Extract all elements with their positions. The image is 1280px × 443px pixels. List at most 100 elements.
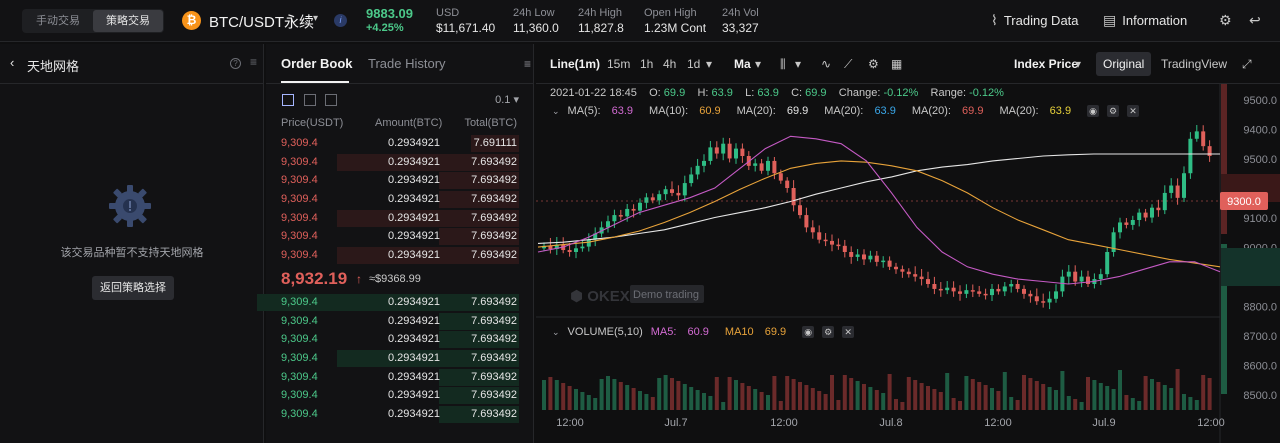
indicator-select[interactable]: Ma <box>734 57 751 71</box>
candle <box>830 240 834 245</box>
bid-row[interactable]: 9,309.4 0.2934921 7.693492 <box>266 349 533 368</box>
trading-data-label: Trading Data <box>1003 13 1079 28</box>
tab-order-book[interactable]: Order Book <box>281 56 353 71</box>
bid-row[interactable]: 9,309.4 0.2934921 7.693492 <box>257 293 533 312</box>
chevron-left-icon[interactable]: ‹ <box>10 55 15 70</box>
ohlc-high-value: 63.9 <box>711 87 733 99</box>
candle <box>638 202 642 211</box>
mode-strategy-trading[interactable]: 策略交易 <box>93 10 163 32</box>
settings-icon[interactable]: ⚙ <box>1107 105 1120 117</box>
bid-row[interactable]: 9,309.4 0.2934921 7.693492 <box>266 312 533 331</box>
close-icon[interactable]: ✕ <box>1127 105 1140 117</box>
interval-line-1m[interactable]: Line(1m) <box>550 57 601 71</box>
interval-15m[interactable]: 15m <box>607 57 631 71</box>
settings-gear-icon[interactable]: ⚙ <box>1219 12 1232 28</box>
candle <box>868 255 873 260</box>
ask-row[interactable]: 9,309.4 0.2934921 7.693492 <box>266 227 533 246</box>
view-asks-icon[interactable] <box>325 94 337 106</box>
candle <box>823 239 828 242</box>
pair-selector[interactable]: BTC/USDT永续 <box>209 14 315 31</box>
interval-1d[interactable]: 1d <box>687 57 701 71</box>
view-original-button[interactable]: Original <box>1096 52 1152 76</box>
candle-type-icon[interactable]: ⫼ <box>780 57 786 71</box>
candle <box>1086 276 1090 284</box>
bid-row[interactable]: 9,309.4 0.2934921 7.693492 <box>266 405 533 424</box>
chevron-down-icon[interactable]: ▾ <box>1075 57 1082 71</box>
mode-manual-trading[interactable]: 手动交易 <box>36 15 80 27</box>
price-step-select[interactable]: 0.1 ▾ <box>495 94 519 106</box>
bid-row[interactable]: 9,309.4 0.2934921 7.693492 <box>266 386 533 405</box>
candle <box>593 233 598 240</box>
back-arrow-icon[interactable]: ↩ <box>1249 12 1261 28</box>
ask-row[interactable]: 9,309.4 0.2934921 7.691111 <box>266 134 533 153</box>
eye-icon[interactable]: ◉ <box>1087 105 1100 117</box>
collapse-icon[interactable]: ⌄ <box>552 105 560 116</box>
depth-bar <box>470 135 519 152</box>
information-link[interactable]: ▤ Information <box>1103 12 1187 29</box>
last-trade-price: 8,932.19 <box>281 268 348 288</box>
back-to-strategy-button[interactable]: 返回策略选择 <box>92 276 174 300</box>
volume-bar <box>785 376 790 410</box>
stat-24h-high: 24h High 11,827.8 <box>578 7 624 36</box>
volume-bar <box>932 389 937 410</box>
ask-row[interactable]: 9,309.4 0.2934921 7.693492 <box>266 209 533 228</box>
grid-icon[interactable]: ▦ <box>891 57 903 71</box>
volume-bar <box>983 385 988 410</box>
chevron-down-icon[interactable]: ▾ <box>313 13 319 24</box>
candle <box>702 160 706 166</box>
view-both-icon[interactable] <box>282 94 294 106</box>
menu-icon[interactable]: ≡ <box>524 57 532 71</box>
ask-total: 7.693492 <box>471 230 517 243</box>
bid-row[interactable]: 9,309.4 0.2934921 7.693492 <box>266 330 533 349</box>
ruler-icon[interactable]: ⟋ <box>844 57 853 71</box>
bid-amount: 0.2934921 <box>388 407 440 420</box>
demo-label: Demo trading <box>633 289 699 301</box>
ma-value: 63.9 <box>874 105 896 117</box>
wave-icon[interactable]: ∿ <box>821 57 832 71</box>
volume-bar <box>1156 382 1161 410</box>
trading-data-link[interactable]: ⌇ Trading Data <box>991 12 1079 29</box>
info-icon[interactable]: i <box>334 14 347 27</box>
time-tick: Jul.9 <box>1092 417 1115 429</box>
candle <box>932 284 937 289</box>
eye-icon[interactable]: ◉ <box>802 326 815 338</box>
help-icon[interactable]: ? <box>230 58 241 69</box>
ask-row[interactable]: 9,309.4 0.2934921 7.693492 <box>266 246 533 265</box>
interval-1h[interactable]: 1h <box>640 57 654 71</box>
fullscreen-icon[interactable]: ⤢ <box>1242 57 1252 71</box>
ma-white-line <box>537 153 1220 244</box>
indicator-dropdown-icon[interactable]: ▾ <box>755 57 762 71</box>
bid-amount: 0.2934921 <box>388 295 440 308</box>
view-bids-icon[interactable] <box>304 94 316 106</box>
interval-4h[interactable]: 4h <box>663 57 677 71</box>
ask-row[interactable]: 9,309.4 0.2934921 7.693492 <box>266 171 533 190</box>
candle <box>1143 212 1148 218</box>
menu-icon[interactable]: ≡ <box>250 55 258 69</box>
close-icon[interactable]: ✕ <box>842 326 855 338</box>
arrow-up-icon: ↑ <box>356 271 362 286</box>
view-tradingview-button[interactable]: TradingView <box>1161 57 1228 71</box>
chart-panel: Line(1m) 15m 1h 4h 1d ▾ Ma ▾ ⫼ ▾ ∿ ⟋ ⚙ ▦… <box>536 44 1280 443</box>
bid-row[interactable]: 9,309.4 0.2934921 7.693492 <box>266 368 533 387</box>
ask-row[interactable]: 9,309.4 0.2934921 7.693492 <box>266 190 533 209</box>
volume-bar <box>1182 394 1186 410</box>
settings-icon[interactable]: ⚙ <box>822 326 835 338</box>
price-type-select[interactable]: Index Price <box>1014 57 1079 71</box>
price-tick: 8800.0 <box>1243 302 1277 314</box>
stat-label: 24h Vol <box>722 7 759 19</box>
ask-row[interactable]: 9,309.4 0.2934921 7.693492 <box>266 153 533 172</box>
tab-trade-history[interactable]: Trade History <box>368 56 446 71</box>
candle <box>567 250 572 252</box>
bid-price: 9,309.4 <box>281 314 318 327</box>
candle <box>657 194 662 201</box>
interval-dropdown-icon[interactable]: ▾ <box>706 57 713 71</box>
bid-amount: 0.2934921 <box>388 389 440 402</box>
ohlc-low-label: L: <box>745 87 755 99</box>
collapse-icon[interactable]: ⌄ <box>552 326 560 337</box>
price-tick: 9400.0 <box>1243 125 1277 137</box>
volume-bar <box>1130 398 1135 410</box>
chevron-down-icon[interactable]: ▾ <box>795 57 802 71</box>
volume-bar <box>580 392 585 410</box>
settings-icon[interactable]: ⚙ <box>868 57 879 71</box>
